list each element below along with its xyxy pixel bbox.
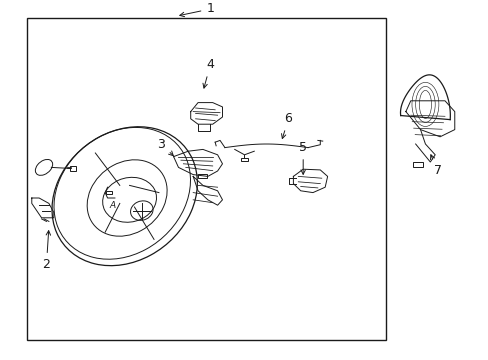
Text: 7: 7: [429, 155, 441, 177]
Text: 5: 5: [299, 141, 306, 174]
Bar: [70, 166, 76, 171]
Ellipse shape: [102, 177, 156, 222]
Bar: [412, 162, 422, 167]
Text: 4: 4: [203, 58, 214, 88]
Text: 6: 6: [281, 112, 292, 139]
Bar: [240, 158, 248, 161]
Text: 1: 1: [180, 3, 214, 17]
Text: A: A: [109, 201, 115, 210]
Bar: [106, 191, 112, 194]
Bar: [27, 18, 386, 340]
Text: 2: 2: [42, 231, 50, 271]
Bar: [198, 174, 206, 178]
Text: 3: 3: [157, 138, 173, 156]
